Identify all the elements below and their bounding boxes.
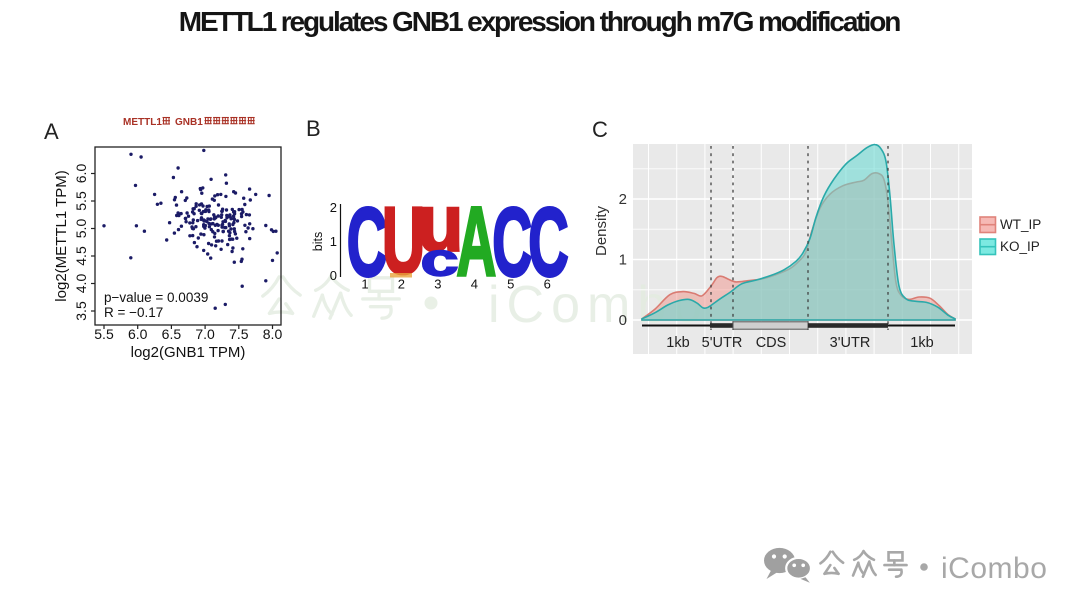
svg-text:GNB1: GNB1 [175,117,203,128]
svg-text:B: B [306,116,321,141]
svg-text:4: 4 [471,277,478,292]
svg-text:C: C [592,117,608,142]
svg-text:8.0: 8.0 [263,326,283,342]
svg-text:log2(GNB1 TPM): log2(GNB1 TPM) [131,344,246,361]
svg-text:2: 2 [330,200,337,215]
svg-text:3.5: 3.5 [73,301,89,321]
svg-text:5'UTR: 5'UTR [702,335,743,351]
svg-text:5.0: 5.0 [73,219,89,239]
svg-text:0: 0 [619,312,627,329]
svg-text:KO_IP: KO_IP [1000,239,1040,254]
svg-text:METTL1: METTL1 [123,117,162,128]
svg-text:0: 0 [330,268,337,283]
svg-text:R = −0.17: R = −0.17 [104,305,163,320]
svg-text:u: u [417,177,463,268]
svg-text:bits: bits [311,232,325,251]
svg-text:5.5: 5.5 [94,326,114,342]
svg-text:6.0: 6.0 [128,326,148,342]
svg-text:C: C [492,187,532,296]
svg-text:Density: Density [593,205,610,256]
svg-text:1: 1 [361,277,368,292]
svg-text:1kb: 1kb [666,335,689,351]
svg-text:4.5: 4.5 [73,246,89,266]
svg-text:3'UTR: 3'UTR [830,335,871,351]
svg-text:6: 6 [544,277,551,292]
svg-text:1: 1 [619,252,627,269]
svg-text:4.0: 4.0 [73,274,89,294]
svg-text:WT_IP: WT_IP [1000,217,1041,232]
svg-text:METTL1 regulates GNB1 expressi: METTL1 regulates GNB1 expression through… [179,6,900,37]
svg-text:3: 3 [434,277,441,292]
svg-text:1kb: 1kb [910,335,933,351]
svg-text:2: 2 [619,191,627,208]
svg-text:CDS: CDS [756,335,787,351]
svg-text:6.5: 6.5 [162,326,182,342]
svg-text:A: A [456,187,496,297]
svg-text:A: A [44,119,59,144]
svg-text:7.0: 7.0 [195,326,215,342]
svg-text:iCombo: iCombo [941,552,1047,585]
svg-text:7.5: 7.5 [229,326,249,342]
svg-text:c: c [420,235,459,286]
svg-text:C: C [528,187,569,296]
svg-text:U: U [382,187,425,293]
svg-text:1: 1 [330,234,337,249]
svg-text:p−value = 0.0039: p−value = 0.0039 [104,290,208,305]
svg-text:2: 2 [398,277,405,292]
svg-text:log2(METTL1 TPM): log2(METTL1 TPM) [53,170,70,301]
svg-text:5.5: 5.5 [73,191,89,211]
svg-text:C: C [347,187,388,296]
svg-text:6.0: 6.0 [73,164,89,184]
svg-text:5: 5 [507,277,514,292]
